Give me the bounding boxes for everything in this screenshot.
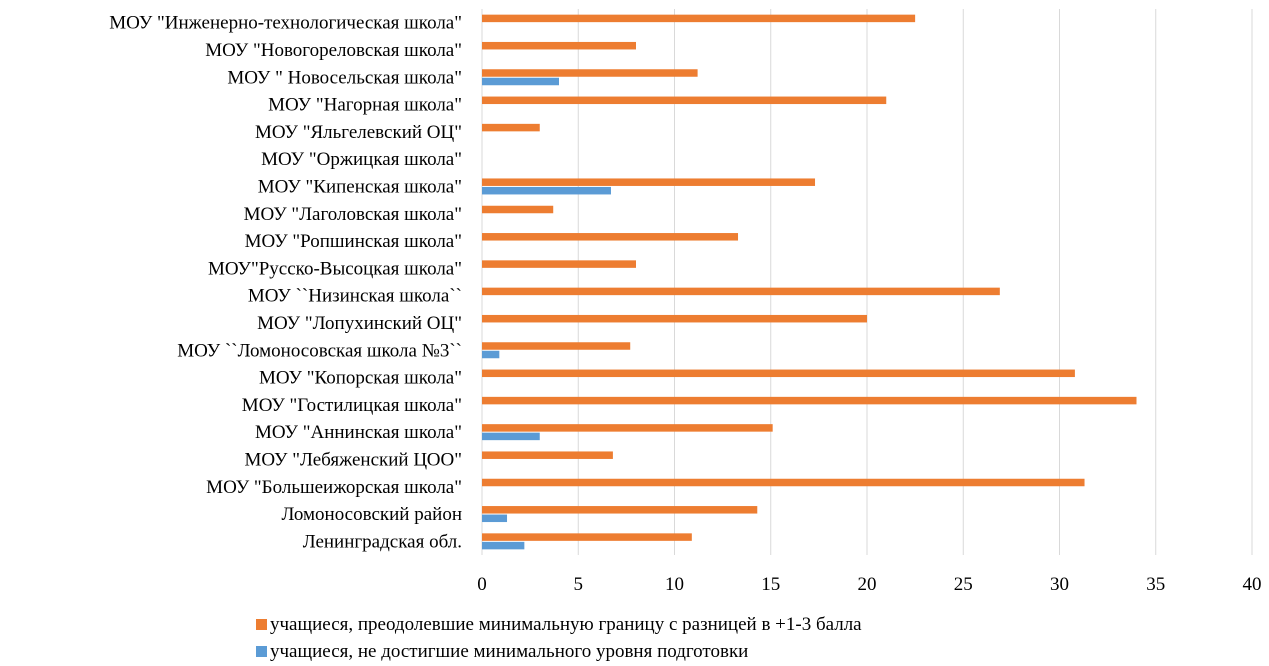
bar-blue bbox=[482, 350, 500, 359]
category-labels: МОУ "Инженерно-технологическая школа" МОУ… bbox=[109, 13, 462, 553]
x-tick-labels: 0 5 10 15 20 25 30 35 40 bbox=[477, 574, 1261, 595]
legend-label-orange: учащиеся, преодолевшие минимальную грани… bbox=[270, 614, 862, 635]
bar-orange bbox=[482, 314, 867, 323]
x-tick-label: 30 bbox=[1050, 574, 1069, 595]
x-tick-label: 10 bbox=[665, 574, 684, 595]
category-label: МОУ "Лопухинский ОЦ" bbox=[257, 313, 462, 334]
category-label: МОУ "Копорская школа" bbox=[259, 368, 462, 389]
bar-orange bbox=[482, 233, 739, 241]
bar-chart: МОУ "Инженерно-технологическая школа" МОУ… bbox=[109, 9, 1262, 595]
x-tick-label: 35 bbox=[1146, 574, 1165, 595]
category-label: МОУ "Большеижорская школа" bbox=[206, 477, 462, 498]
x-tick-label: 15 bbox=[761, 574, 780, 595]
category-label: МОУ " Новосельская школа" bbox=[227, 67, 462, 88]
bar-orange bbox=[482, 69, 698, 77]
category-label: МОУ "Оржицкая школа" bbox=[261, 149, 462, 170]
bar-orange bbox=[482, 369, 1075, 378]
bar-orange bbox=[482, 178, 816, 186]
bar-orange bbox=[482, 451, 613, 459]
bar-orange bbox=[482, 14, 916, 23]
x-tick-label: 0 bbox=[477, 574, 487, 595]
category-label: МОУ"Русско-Высоцкая школа" bbox=[208, 258, 462, 279]
bar-blue bbox=[482, 77, 559, 86]
category-label: МОУ ``Ломоносовская школа №3`` bbox=[177, 340, 462, 361]
bar-blue bbox=[482, 186, 611, 195]
bar-orange bbox=[482, 123, 540, 132]
category-label: МОУ "Новогореловская школа" bbox=[205, 40, 462, 61]
bars bbox=[482, 14, 1137, 550]
bar-orange bbox=[482, 506, 758, 514]
bar-orange bbox=[482, 41, 636, 50]
x-tick-label: 40 bbox=[1243, 574, 1262, 595]
category-label: МОУ "Аннинская школа" bbox=[255, 422, 462, 443]
bar-orange bbox=[482, 342, 631, 350]
bar-orange bbox=[482, 260, 636, 268]
category-label: МОУ "Инженерно-технологическая школа" bbox=[109, 13, 462, 34]
category-label: Ломоносовский район bbox=[281, 504, 462, 525]
bar-blue bbox=[482, 541, 525, 550]
x-tick-label: 20 bbox=[858, 574, 877, 595]
bar-orange bbox=[482, 96, 887, 105]
bar-orange bbox=[482, 533, 692, 541]
bar-orange bbox=[482, 287, 1000, 296]
category-label: МОУ "Нагорная школа" bbox=[268, 95, 462, 116]
legend-swatch-orange bbox=[256, 619, 267, 630]
category-label: Ленинградская обл. bbox=[303, 531, 462, 552]
legend-label-blue: учащиеся, не достигшие минимального уров… bbox=[270, 641, 749, 662]
category-label: МОУ ``Низинская школа`` bbox=[248, 286, 462, 307]
bar-blue bbox=[482, 432, 540, 441]
bar-orange bbox=[482, 205, 554, 214]
x-tick-label: 25 bbox=[954, 574, 973, 595]
bar-orange bbox=[482, 396, 1137, 405]
bar-orange bbox=[482, 478, 1085, 487]
legend: учащиеся, преодолевшие минимальную грани… bbox=[256, 614, 1156, 665]
category-label: МОУ "Гостилицкая школа" bbox=[242, 395, 462, 416]
category-label: МОУ "Лаголовская школа" bbox=[244, 204, 462, 225]
bar-blue bbox=[482, 514, 508, 523]
legend-item-blue: учащиеся, не достигшие минимального уров… bbox=[256, 638, 1156, 665]
category-label: МОУ "Ропшинская школа" bbox=[245, 231, 462, 252]
x-tick-label: 5 bbox=[574, 574, 584, 595]
legend-item-orange: учащиеся, преодолевшие минимальную грани… bbox=[256, 611, 1156, 638]
legend-swatch-blue bbox=[256, 646, 267, 657]
category-label: МОУ "Яльгелевский ОЦ" bbox=[255, 122, 462, 143]
category-label: МОУ "Кипенская школа" bbox=[258, 176, 462, 197]
gridlines bbox=[481, 9, 1253, 555]
category-label: МОУ "Лебяженский ЦОО" bbox=[244, 449, 462, 470]
bar-orange bbox=[482, 424, 773, 432]
